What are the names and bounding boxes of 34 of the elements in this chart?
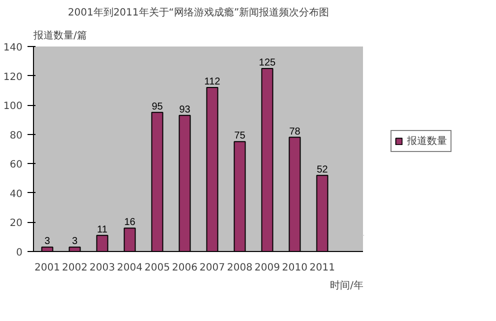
chart-title: 2001年到2011年关于“网络游戏成瘾”新闻报道频次分布图: [68, 6, 330, 18]
x-tick-label: 2011: [310, 262, 335, 274]
x-tick-label: 2007: [200, 262, 225, 274]
data-label: 52: [316, 164, 328, 176]
x-tick-label: 2003: [90, 262, 115, 274]
x-axis-title: 时间/年: [330, 280, 364, 292]
y-tick-label: 40: [10, 188, 23, 200]
data-label: 125: [258, 57, 276, 68]
y-tick-label: 80: [10, 130, 23, 142]
data-label: 93: [179, 104, 191, 116]
x-tick-label: 2009: [254, 262, 280, 274]
data-label: 75: [234, 130, 246, 142]
data-label: 78: [289, 126, 301, 138]
x-tick-label: 2010: [282, 262, 308, 274]
y-tick-label: 100: [3, 101, 23, 112]
x-tick-label: 2005: [144, 262, 170, 274]
x-tick-label: 2006: [172, 262, 198, 274]
y-axis-title: 报道数量/篇: [32, 30, 87, 42]
data-label: 11: [97, 224, 108, 236]
x-tick-label: 2004: [117, 262, 142, 274]
data-label: 3: [72, 236, 78, 248]
y-tick-label: 60: [10, 160, 23, 171]
y-tick-label: 20: [10, 218, 23, 230]
data-label: 16: [124, 217, 136, 228]
y-tick-label: 0: [16, 248, 23, 258]
y-tick-label: 140: [3, 42, 23, 54]
data-label: 3: [44, 236, 50, 248]
data-label: 112: [204, 76, 221, 88]
data-label: 95: [152, 101, 164, 112]
legend-label: 报道数量: [407, 134, 447, 148]
x-tick-label: 2001: [34, 262, 60, 274]
y-tick-label: 120: [3, 72, 23, 83]
x-tick-label: 2008: [227, 262, 252, 274]
x-tick-label: 2002: [62, 262, 88, 274]
